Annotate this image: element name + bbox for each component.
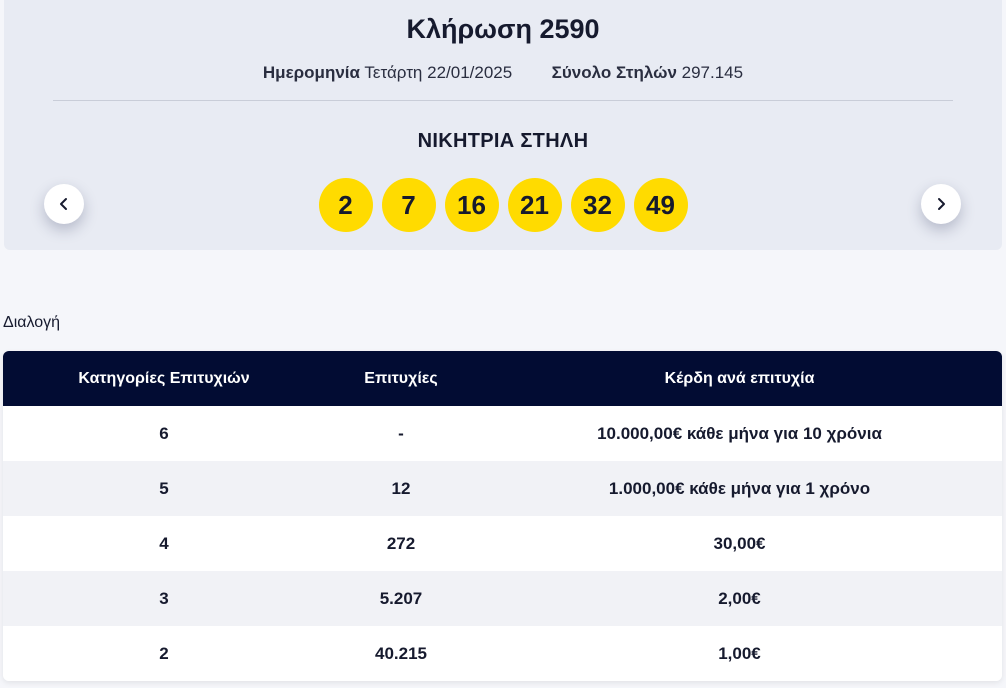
number-ball: 32 — [570, 178, 625, 232]
category-cell: 6 — [159, 423, 169, 443]
number-ball: 49 — [633, 178, 688, 232]
number-ball: 7 — [381, 178, 436, 232]
table-header: Κατηγορίες Επιτυχιών Επιτυχίες Κέρδη ανά… — [3, 351, 1002, 406]
table-row: 6 - 10.000,00€ κάθε μήνα για 10 χρόνια — [3, 406, 1002, 461]
number-ball: 2 — [318, 178, 373, 232]
winning-column-title: ΝΙΚΗΤΡΙΑ ΣΤΗΛΗ — [417, 130, 589, 152]
draw-meta: Ημερομηνία Τετάρτη 22/01/2025 Σύνολο Στη… — [4, 63, 1002, 83]
header-prize: Κέρδη ανά επιτυχία — [664, 369, 815, 387]
number-ball: 16 — [444, 178, 499, 232]
previous-draw-button[interactable] — [44, 184, 84, 224]
header-categories: Κατηγορίες Επιτυχιών — [78, 369, 250, 387]
table-row: 3 5.207 2,00€ — [3, 571, 1002, 626]
winners-cell: 5.207 — [379, 588, 423, 608]
winners-cell: - — [398, 423, 404, 443]
divider — [53, 100, 953, 101]
next-draw-button[interactable] — [921, 184, 961, 224]
date-label: Ημερομηνία — [262, 63, 360, 82]
prize-table: Κατηγορίες Επιτυχιών Επιτυχίες Κέρδη ανά… — [3, 351, 1002, 681]
prize-cell: 1.000,00€ κάθε μήνα για 1 χρόνο — [608, 478, 871, 498]
winners-cell: 12 — [391, 478, 411, 498]
columns-value: 297.145 — [681, 63, 744, 82]
category-cell: 5 — [159, 478, 169, 498]
winners-cell: 40.215 — [375, 643, 427, 663]
table-row: 2 40.215 1,00€ — [3, 626, 1002, 681]
prize-cell: 1,00€ — [718, 643, 761, 663]
header-winners: Επιτυχίες — [364, 369, 438, 387]
winners-cell: 272 — [386, 533, 416, 553]
table-row: 4 272 30,00€ — [3, 516, 1002, 571]
draw-title: Κλήρωση 2590 — [406, 14, 600, 44]
date-value: Τετάρτη 22/01/2025 — [364, 63, 513, 82]
draw-type-label: Διαλογή — [3, 314, 61, 331]
chevron-right-icon — [938, 198, 945, 210]
winning-numbers: 2 7 16 21 32 49 — [4, 178, 1002, 232]
chevron-left-icon — [60, 198, 67, 210]
prize-cell: 30,00€ — [713, 533, 766, 553]
prize-cell: 2,00€ — [718, 588, 761, 608]
category-cell: 4 — [159, 533, 169, 553]
category-cell: 2 — [159, 643, 169, 663]
draw-card: Κλήρωση 2590 Ημερομηνία Τετάρτη 22/01/20… — [4, 0, 1002, 250]
number-ball: 21 — [507, 178, 562, 232]
table-row: 5 12 1.000,00€ κάθε μήνα για 1 χρόνο — [3, 461, 1002, 516]
category-cell: 3 — [159, 588, 169, 608]
columns-label: Σύνολο Στηλών — [551, 63, 677, 82]
prize-cell: 10.000,00€ κάθε μήνα για 10 χρόνια — [597, 423, 882, 443]
